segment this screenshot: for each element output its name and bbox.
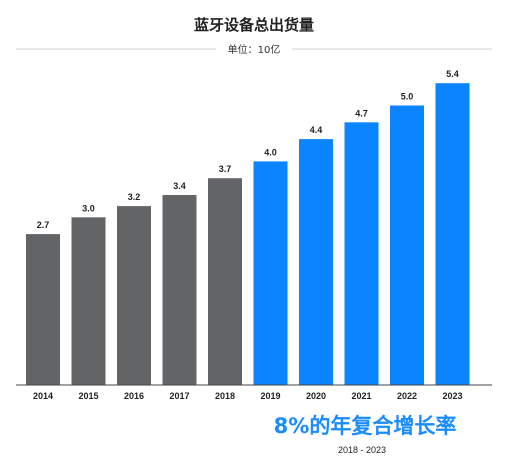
x-tick-labels: 2014 2015 2016 2017 2018 2019 2020 2021 2022 2023 <box>33 391 463 401</box>
value-label-2015: 3.0 <box>82 203 95 213</box>
x-tick-2022: 2022 <box>397 391 417 401</box>
bar-2019 <box>253 161 288 385</box>
bar-2022 <box>390 105 424 385</box>
x-tick-2020: 2020 <box>306 391 326 401</box>
bar-2021 <box>344 122 379 386</box>
x-tick-2019: 2019 <box>260 391 280 401</box>
value-label-2023: 5.4 <box>446 69 459 79</box>
x-tick-2015: 2015 <box>78 391 98 401</box>
cagr-range: 2018 - 2023 <box>338 445 386 455</box>
chart-title: 蓝牙设备总出货量 <box>194 16 314 34</box>
value-label-2022: 5.0 <box>401 92 414 102</box>
value-label-2017: 3.4 <box>173 181 186 191</box>
value-label-2014: 2.7 <box>37 220 50 230</box>
value-label-2016: 3.2 <box>128 192 141 202</box>
bar-2016 <box>117 206 151 385</box>
cagr-annotation: 8%的年复合增长率 <box>274 414 457 438</box>
x-tick-2023: 2023 <box>442 391 462 401</box>
value-label-2020: 4.4 <box>310 125 323 135</box>
x-tick-2021: 2021 <box>351 391 371 401</box>
bar-2020 <box>299 139 333 385</box>
value-label-2018: 3.7 <box>219 164 232 174</box>
x-tick-2018: 2018 <box>215 391 235 401</box>
bars-group: 2.7 3.0 3.2 3.4 3.7 4.0 4.4 4.7 5.0 5.4 <box>26 69 470 386</box>
value-label-2019: 4.0 <box>264 147 277 157</box>
value-label-2021: 4.7 <box>355 108 368 118</box>
x-tick-2014: 2014 <box>33 391 53 401</box>
x-tick-2016: 2016 <box>124 391 144 401</box>
bar-2017 <box>162 195 197 385</box>
bar-2014 <box>26 234 60 385</box>
bar-2015 <box>71 217 106 385</box>
x-tick-2017: 2017 <box>169 391 189 401</box>
bar-2023 <box>435 83 470 385</box>
chart-subtitle: 单位：10亿 <box>228 43 281 56</box>
bar-2018 <box>208 178 242 385</box>
